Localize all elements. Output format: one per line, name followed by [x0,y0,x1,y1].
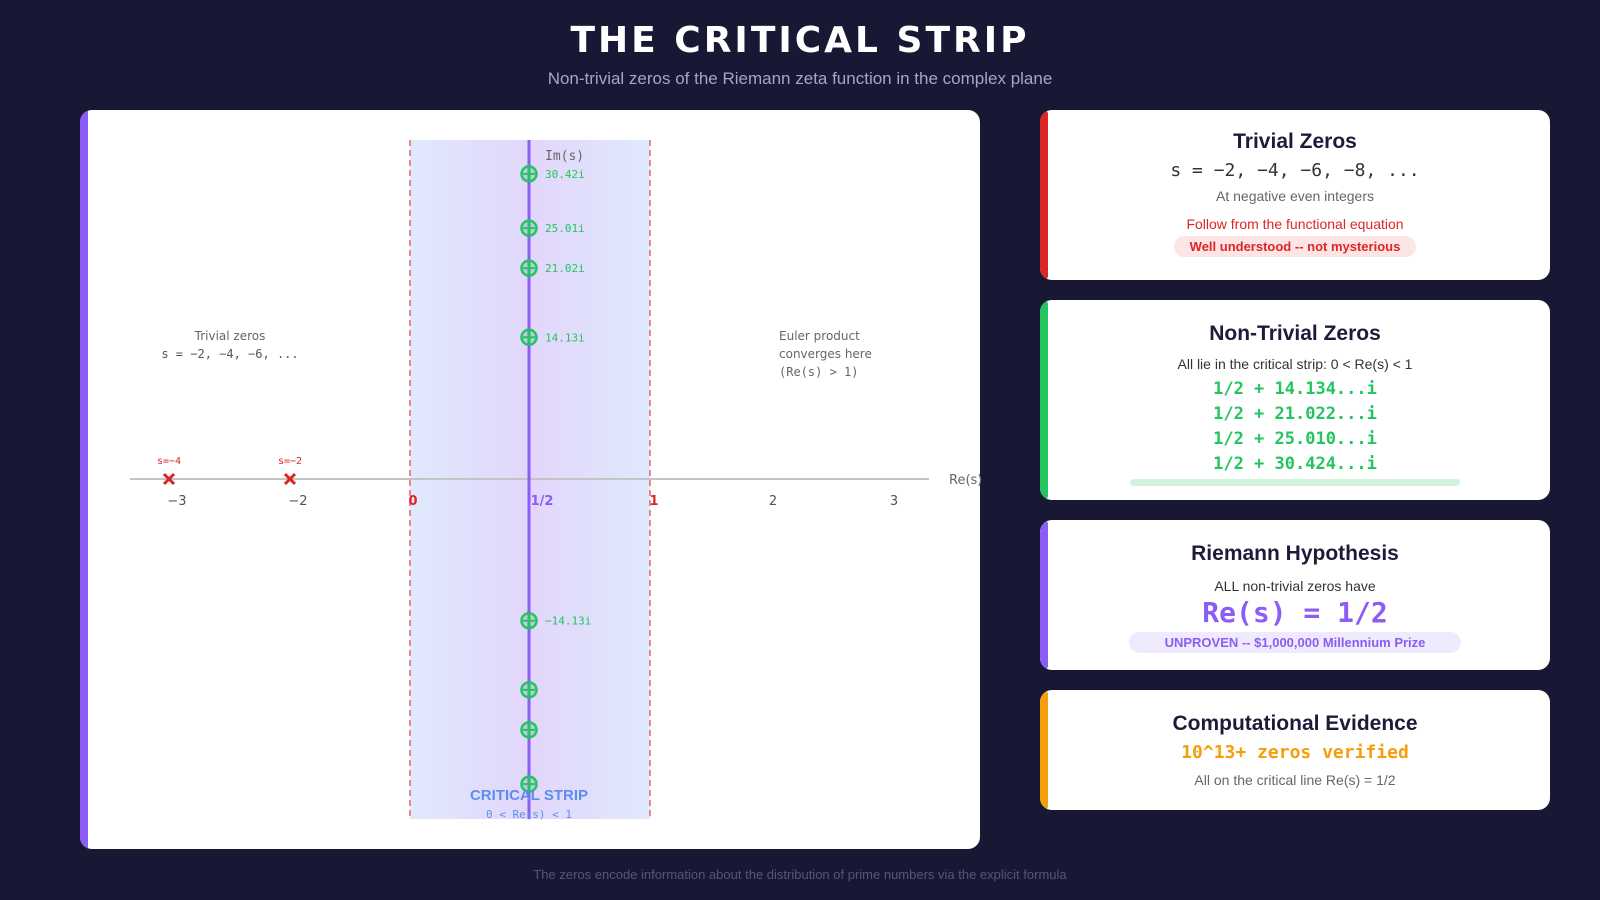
page-title: THE CRITICAL STRIP [570,20,1030,61]
critical-strip-range: 0 < Re(s) < 1 [486,808,572,821]
trivial-zeros-formula: s = −2, −4, −6, ... [161,347,298,361]
zero-value: 1/2 + 25.010...i [1213,429,1377,449]
card-accent-bar [1040,300,1048,500]
footer-note: The zeros encode information about the d… [533,867,1067,882]
rh-desc: ALL non-trivial zeros have [1214,578,1376,594]
zero-label: 21.02i [545,262,585,275]
trivial-formula: s = −2, −4, −6, −8, ... [1170,160,1420,181]
zeros-highlight-bar [1130,479,1460,486]
rh-formula: Re(s) = 1/2 [1202,596,1388,629]
rh-badge: UNPROVEN -- $1,000,000 Millennium Prize [1129,632,1461,653]
panel-accent-bar [80,110,88,849]
non-trivial-zero-marker [520,219,538,237]
trivial-badge: Well understood -- not mysterious [1173,236,1417,257]
non-trivial-zero-marker [520,611,538,630]
trivial-zero-label: s=−2 [278,456,302,467]
card-title: Computational Evidence [1172,712,1418,735]
euler-note-line3: (Re(s) > 1) [779,365,858,379]
x-axis-label: Re(s) [949,473,982,488]
non-trivial-zero-marker [520,721,538,739]
non-trivial-zero-marker [520,165,538,183]
trivial-desc: At negative even integers [1216,188,1374,204]
zero-value: 1/2 + 21.022...i [1213,404,1377,424]
card-accent-bar [1040,110,1048,280]
x-tick-label: 1/2 [531,494,554,509]
card-accent-bar [1040,520,1048,670]
evidence-desc: All on the critical line Re(s) = 1/2 [1194,772,1396,788]
card-accent-bar [1040,690,1048,810]
nontrivial-desc: All lie in the critical strip: 0 < Re(s)… [1177,356,1413,372]
x-tick-label: 0 [408,494,417,509]
card-title: Trivial Zeros [1233,130,1357,153]
non-trivial-zero-marker [520,328,538,347]
non-trivial-zero-marker [520,775,538,793]
non-trivial-zero-marker [520,681,538,699]
x-tick-label: 3 [890,494,898,509]
page-subtitle: Non-trivial zeros of the Riemann zeta fu… [547,69,1053,88]
zero-label: −14.13i [545,615,591,628]
computational-evidence-card: Computational Evidence 10^13+ zeros veri… [1040,690,1550,810]
trivial-zero-marker [162,472,176,486]
card-title: Non-Trivial Zeros [1209,322,1381,345]
non-trivial-zeros-card: Non-Trivial Zeros All lie in the critica… [1040,300,1550,500]
x-tick-label: −3 [167,494,186,509]
y-axis-label: Im(s) [545,149,584,164]
zero-value: 1/2 + 14.134...i [1213,379,1377,399]
trivial-zeros-title: Trivial zeros [194,329,266,343]
x-tick-label: −2 [288,494,307,509]
evidence-headline: 10^13+ zeros verified [1181,742,1409,763]
critical-strip-label: CRITICAL STRIP [470,787,588,804]
euler-note-line2: converges here [779,347,872,361]
card-title: Riemann Hypothesis [1191,542,1399,565]
zero-value: 1/2 + 30.424...i [1213,454,1377,474]
non-trivial-zero-marker [520,259,538,277]
zero-label: 25.01i [545,222,585,235]
zero-label: 30.42i [545,168,585,181]
euler-note-line1: Euler product [779,329,860,343]
x-tick-label: 1 [649,494,658,509]
trivial-zeros-card: Trivial Zeros s = −2, −4, −6, −8, ... At… [1040,110,1550,280]
trivial-zero-marker [283,472,297,486]
trivial-note: Follow from the functional equation [1186,216,1404,232]
x-tick-label: 2 [769,494,777,509]
riemann-hypothesis-card: Riemann Hypothesis ALL non-trivial zeros… [1040,520,1550,670]
trivial-zero-label: s=−4 [157,456,181,467]
zero-label: 14.13i [545,331,585,344]
